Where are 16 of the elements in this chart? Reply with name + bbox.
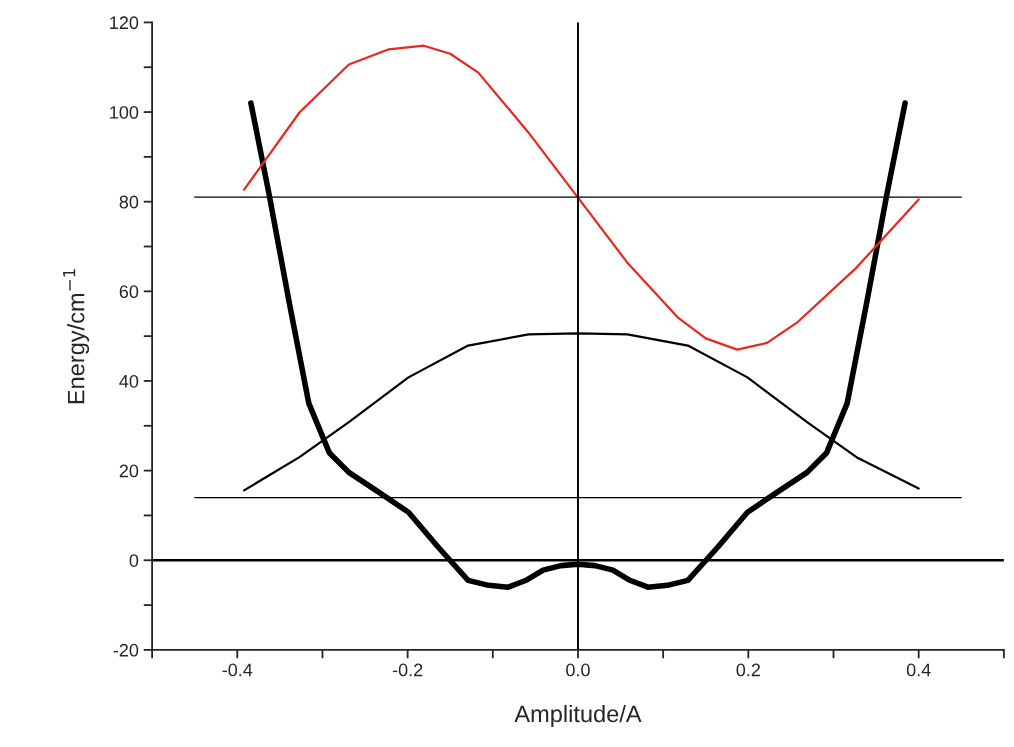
y-tick-label: 60 (119, 285, 139, 299)
y-axis-title: Energy/cm$^{−1}$ (63, 269, 90, 404)
x-tick-label: 0.0 (566, 663, 590, 677)
x-tick-label: 0.4 (906, 663, 931, 677)
y-tick-label: -20 (113, 643, 139, 657)
y-tick-label: 0 (129, 554, 139, 567)
x-tick-label: -0.2 (392, 663, 423, 677)
x-axis-title: Amplitude/A (514, 704, 642, 727)
y-tick-label: 120 (110, 16, 139, 30)
y-tick-label: 80 (119, 195, 139, 209)
y-tick-label: 100 (110, 105, 139, 119)
x-tick-label: 0.2 (736, 663, 760, 677)
y-tick-label: 40 (119, 374, 139, 388)
x-tick-label: -0.4 (222, 663, 253, 677)
line-series (242, 44, 920, 351)
y-tick-label: 20 (119, 464, 139, 478)
